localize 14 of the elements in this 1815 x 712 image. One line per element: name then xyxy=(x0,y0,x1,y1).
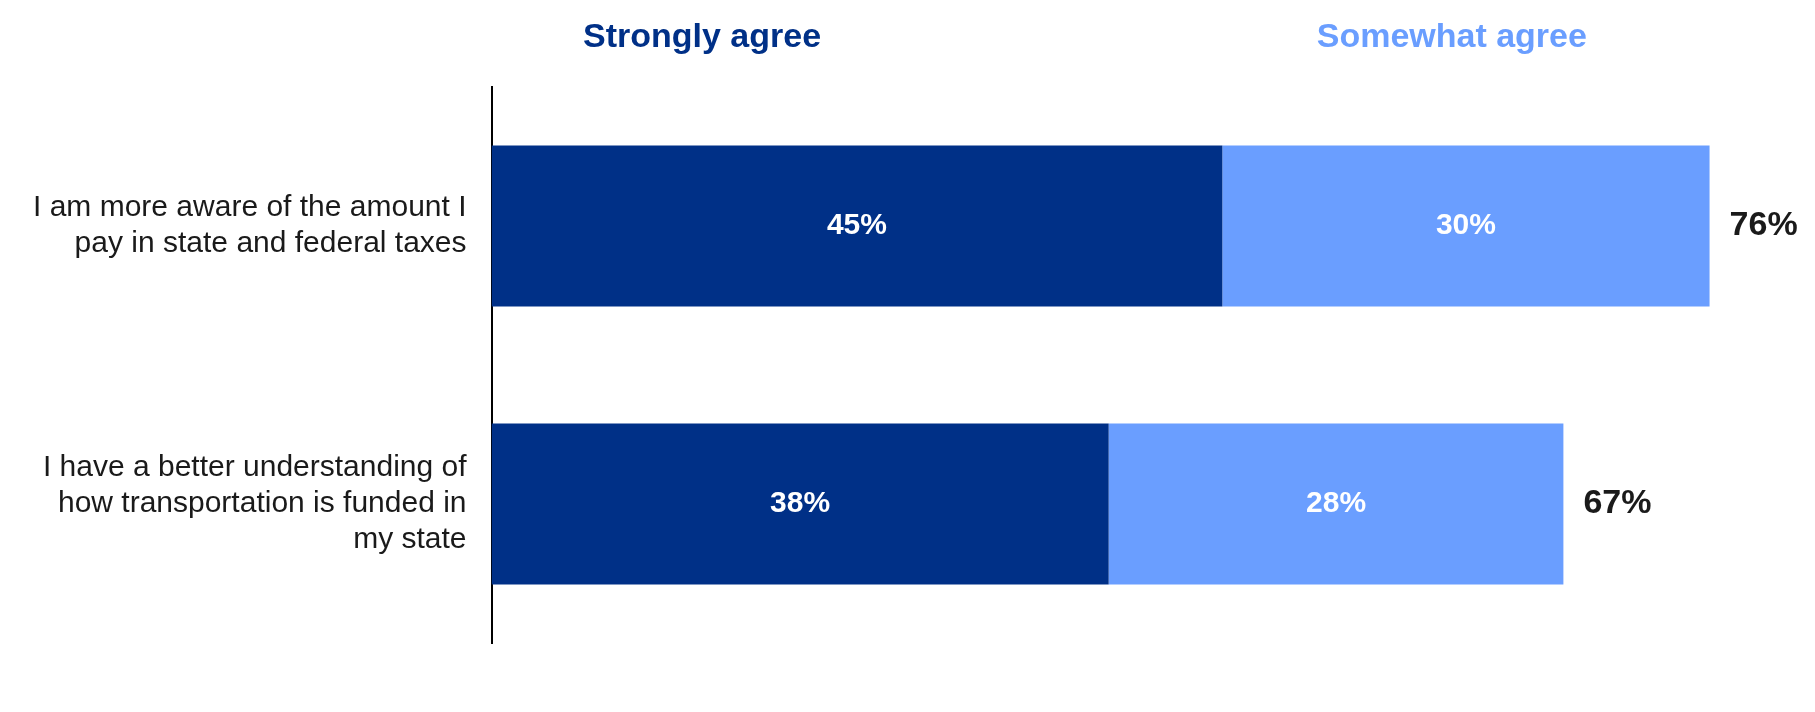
text: Strongly agree xyxy=(582,16,822,55)
bar xyxy=(1108,423,1564,585)
text: Somewhat agree xyxy=(1316,16,1587,55)
bar xyxy=(1222,145,1710,307)
data-label: 28% xyxy=(1306,485,1367,519)
total-label: 76% xyxy=(1729,204,1798,243)
total-label: 67% xyxy=(1583,482,1652,521)
y-tick-label: I have a better understanding of how transportation is funded in my state xyxy=(42,449,468,555)
y-tick-label: I am more aware of the amount I pay in state and federal taxes xyxy=(32,189,467,259)
bar xyxy=(491,145,1223,307)
data-label: 38% xyxy=(770,485,831,519)
bar xyxy=(491,423,1109,585)
data-label: 45% xyxy=(826,207,887,241)
data-label: 30% xyxy=(1435,207,1496,241)
